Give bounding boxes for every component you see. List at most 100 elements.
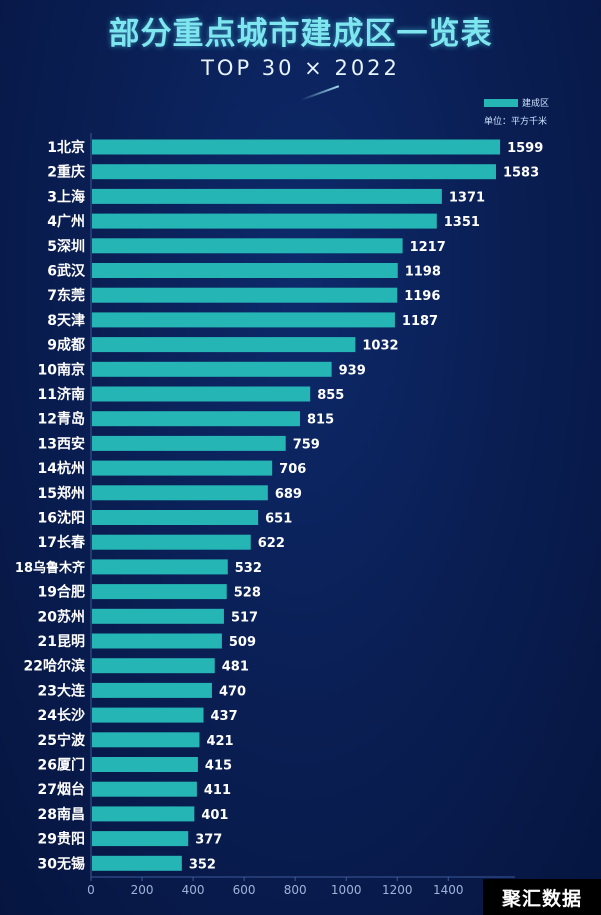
bar xyxy=(92,806,195,822)
category-label: 30无锡 xyxy=(38,855,85,872)
x-tick-label: 200 xyxy=(131,883,154,897)
value-label: 1371 xyxy=(449,190,485,205)
bar xyxy=(92,534,251,550)
category-label: 19合肥 xyxy=(38,584,85,601)
bar xyxy=(92,312,395,328)
chart-subtitle: TOP 30 × 2022 xyxy=(201,56,400,80)
category-label: 8天津 xyxy=(47,312,85,329)
legend: 建成区 单位：平方千米 xyxy=(483,96,549,127)
category-label: 6武汉 xyxy=(47,263,86,280)
bar xyxy=(92,485,268,501)
bar xyxy=(92,584,227,600)
value-label: 481 xyxy=(222,660,249,675)
value-label: 1032 xyxy=(362,339,398,354)
value-label: 689 xyxy=(275,487,302,502)
category-label: 14杭州 xyxy=(38,460,85,477)
value-label: 1217 xyxy=(410,240,446,255)
value-label: 815 xyxy=(307,413,334,428)
category-label: 4广州 xyxy=(47,213,85,230)
category-label: 7东莞 xyxy=(47,287,85,304)
value-label: 939 xyxy=(339,363,366,378)
category-label: 11济南 xyxy=(38,386,85,403)
value-label: 1599 xyxy=(507,141,543,156)
legend-label: 建成区 xyxy=(521,99,549,109)
bar xyxy=(92,682,212,698)
x-tick-label: 1400 xyxy=(433,883,464,897)
value-label: 509 xyxy=(229,635,256,650)
value-label: 517 xyxy=(231,610,258,625)
category-label: 26厦门 xyxy=(38,757,85,774)
value-label: 651 xyxy=(265,512,292,527)
category-label: 2重庆 xyxy=(47,164,85,181)
bar xyxy=(92,164,496,180)
x-tick-label: 400 xyxy=(182,883,205,897)
value-label: 377 xyxy=(195,833,222,848)
bar xyxy=(92,633,222,649)
value-label: 1351 xyxy=(444,215,480,230)
legend-swatch xyxy=(483,98,518,107)
bar xyxy=(92,707,204,723)
value-label: 437 xyxy=(211,709,238,724)
category-label: 27烟台 xyxy=(38,781,85,798)
value-label: 401 xyxy=(201,808,228,823)
category-label: 29贵阳 xyxy=(38,831,85,848)
category-label: 15郑州 xyxy=(38,485,85,502)
category-label: 23大连 xyxy=(38,682,86,699)
bar xyxy=(92,732,200,748)
x-tick-label: 0 xyxy=(87,883,95,897)
category-label: 5深圳 xyxy=(47,238,85,255)
category-label: 20苏州 xyxy=(38,608,85,625)
value-label: 528 xyxy=(234,586,261,601)
bar xyxy=(92,435,286,451)
category-label: 16沈阳 xyxy=(38,510,85,527)
bar xyxy=(92,213,437,229)
bar xyxy=(92,361,332,377)
category-label: 1北京 xyxy=(47,139,85,156)
bar xyxy=(92,287,398,303)
bar xyxy=(92,337,356,353)
bar xyxy=(92,831,189,847)
bar xyxy=(92,139,501,155)
category-label: 3上海 xyxy=(47,188,85,205)
x-tick-label: 1200 xyxy=(382,883,413,897)
value-label: 415 xyxy=(205,759,232,774)
bar xyxy=(92,386,311,402)
bar xyxy=(92,188,442,204)
category-label: 24长沙 xyxy=(38,707,85,724)
bar xyxy=(92,658,215,674)
category-label: 9成都 xyxy=(47,337,85,354)
category-label: 18乌鲁木齐 xyxy=(15,560,86,576)
watermark: 聚汇数据 xyxy=(483,879,601,915)
value-label: 421 xyxy=(206,734,233,749)
category-label: 17长春 xyxy=(38,534,86,551)
x-tick-label: 1000 xyxy=(331,883,362,897)
value-label: 1187 xyxy=(402,314,438,329)
value-label: 855 xyxy=(317,388,344,403)
category-label: 13西安 xyxy=(38,435,85,452)
x-tick-label: 800 xyxy=(284,883,307,897)
bar xyxy=(92,757,198,772)
value-label: 1198 xyxy=(405,265,441,280)
value-label: 352 xyxy=(189,857,216,872)
value-label: 1583 xyxy=(503,166,539,181)
value-label: 706 xyxy=(279,462,306,477)
category-label: 12青岛 xyxy=(38,411,85,428)
bar xyxy=(92,510,259,525)
value-label: 411 xyxy=(204,783,231,798)
bar xyxy=(92,411,300,427)
value-label: 1196 xyxy=(404,289,440,304)
category-label: 21昆明 xyxy=(38,634,85,650)
bar xyxy=(92,460,273,476)
category-label: 22哈尔滨 xyxy=(24,658,85,675)
category-label: 25宁波 xyxy=(38,732,86,749)
bar xyxy=(92,781,197,797)
bar xyxy=(92,559,228,575)
bar xyxy=(92,238,403,254)
value-label: 470 xyxy=(219,684,246,699)
x-tick-label: 600 xyxy=(233,883,256,897)
bar xyxy=(92,608,224,624)
chart-title: 部分重点城市建成区一览表 xyxy=(108,16,493,52)
bar xyxy=(92,855,182,871)
legend-item: 建成区 xyxy=(483,96,549,109)
